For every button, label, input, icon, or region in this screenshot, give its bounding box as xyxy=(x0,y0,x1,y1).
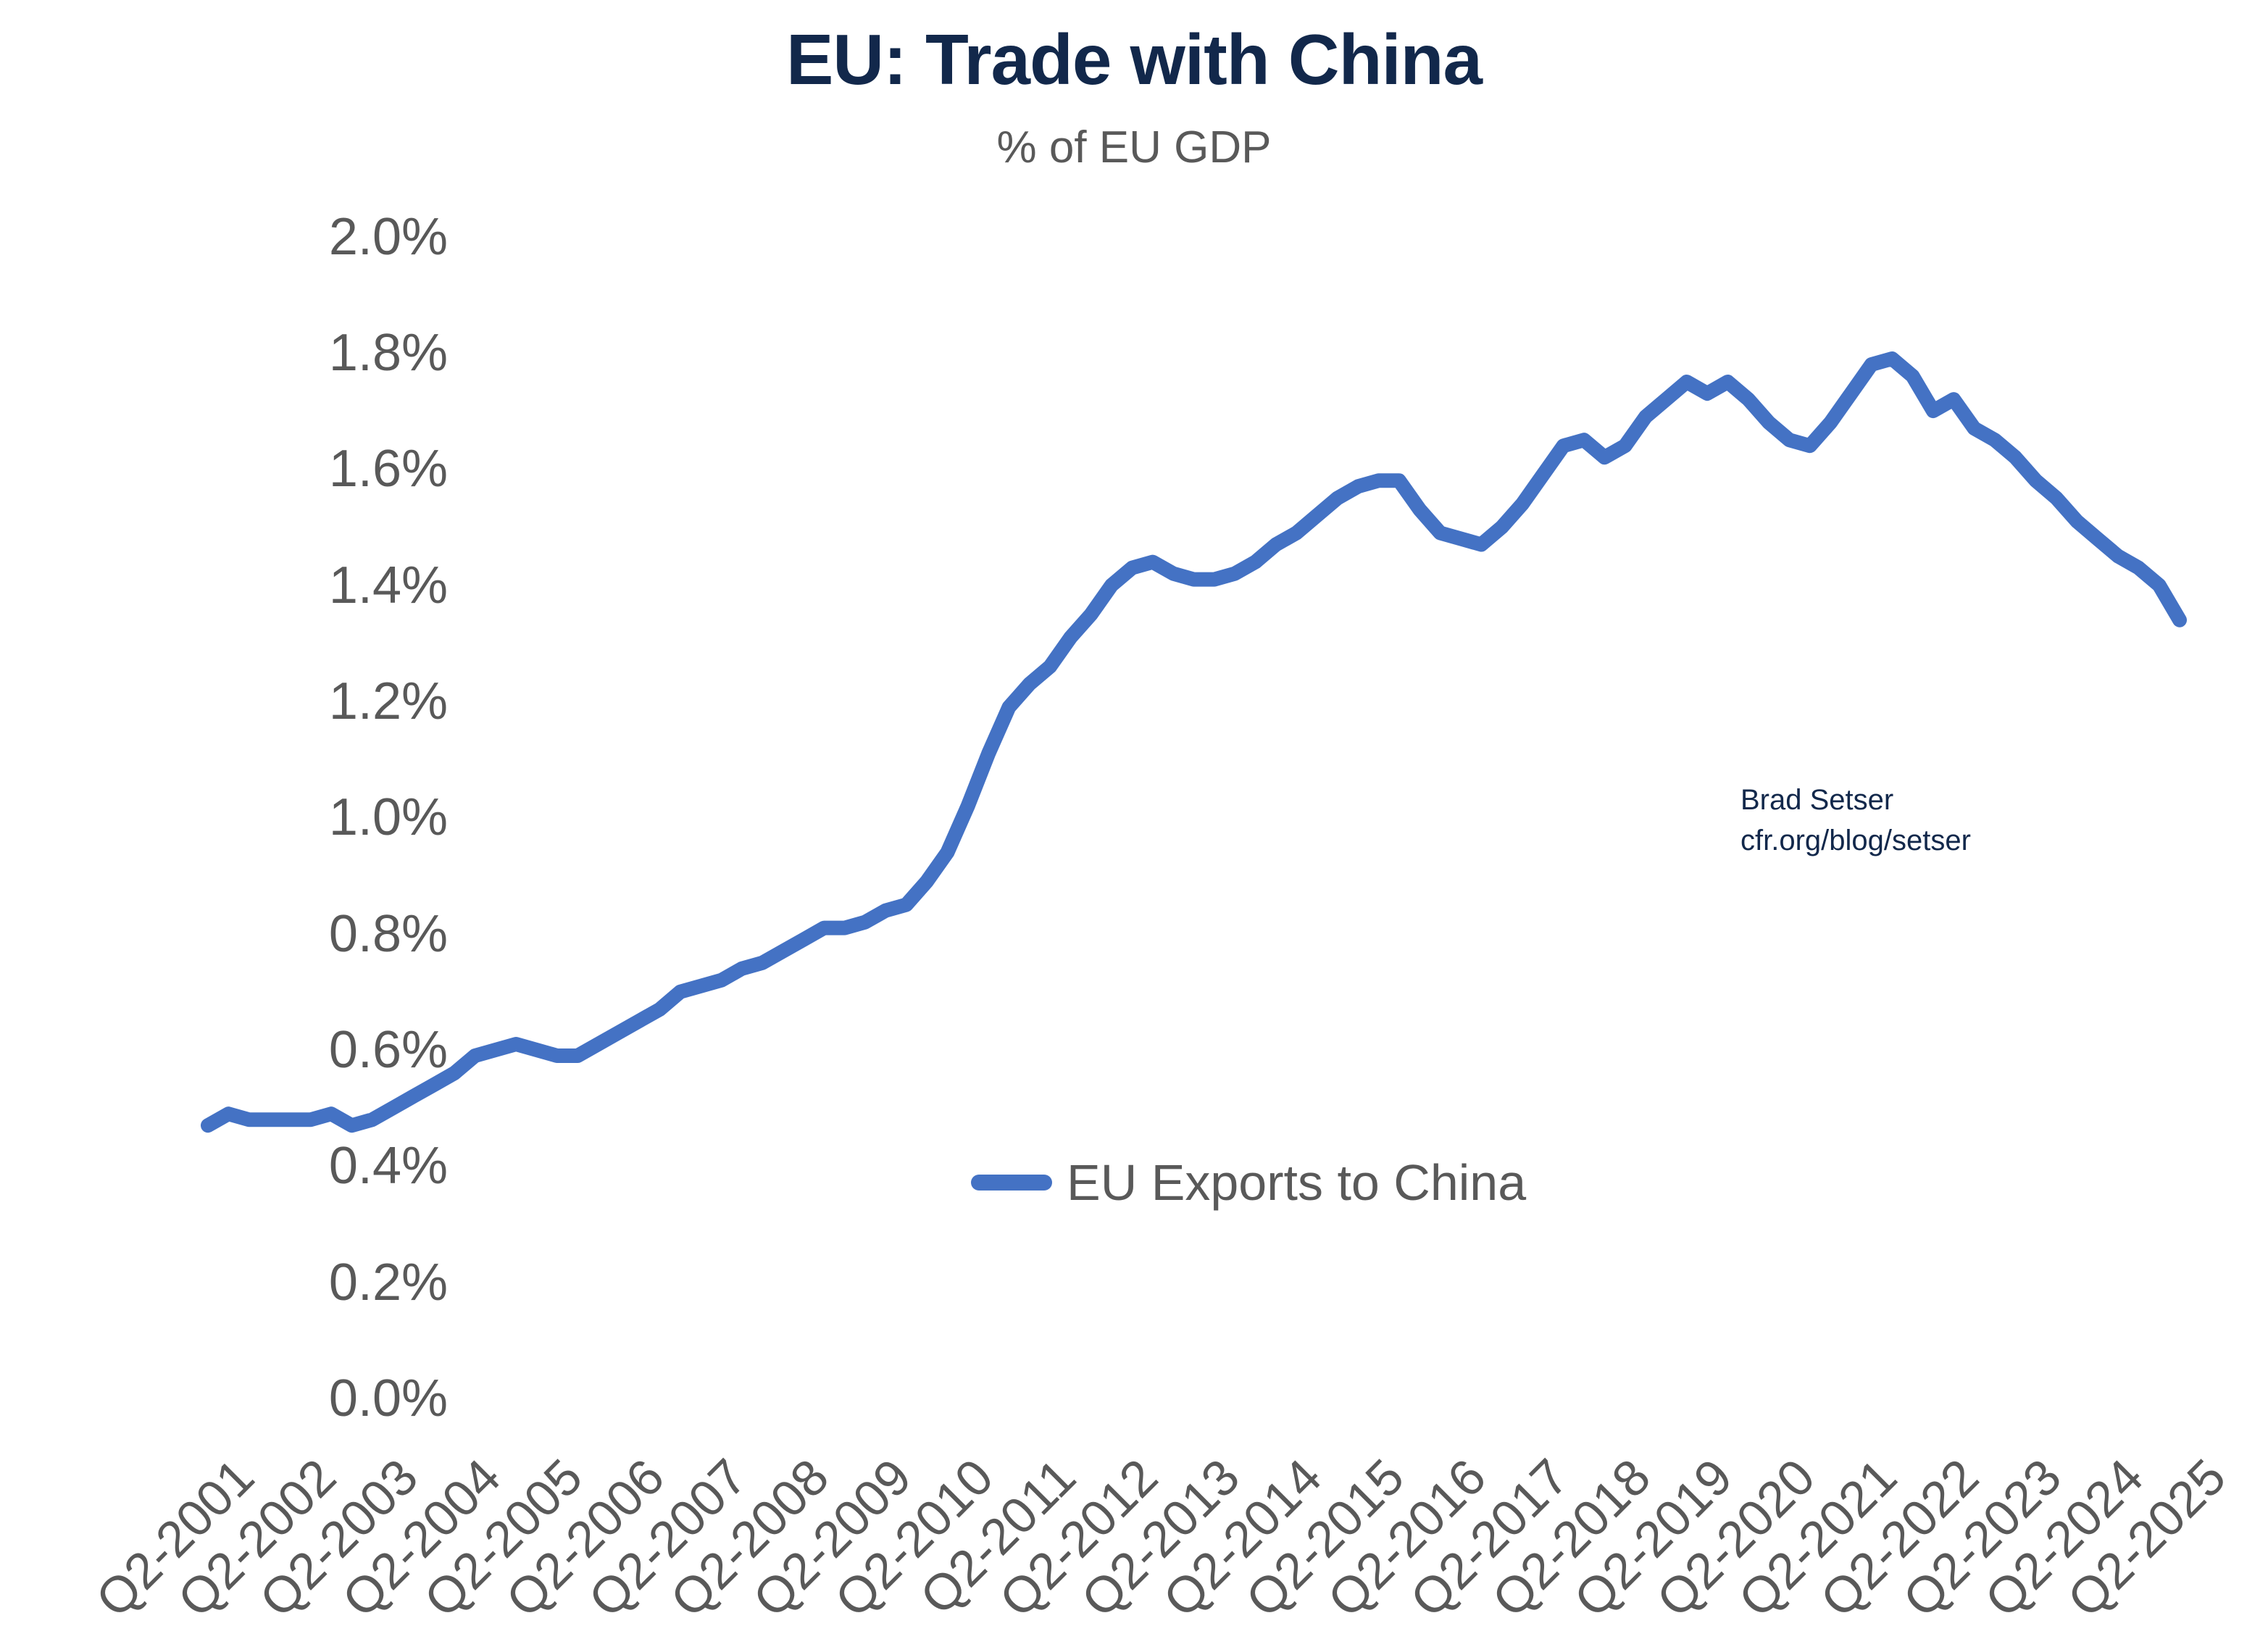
y-axis-tick-label: 2.0% xyxy=(328,207,448,266)
legend: EU Exports to China xyxy=(971,1154,1526,1212)
chart-subtitle: % of EU GDP xyxy=(996,122,1272,172)
chart-title: EU: Trade with China xyxy=(785,20,1483,99)
annotation-author: Brad Setser xyxy=(1740,784,1894,816)
y-axis-tick-label: 0.2% xyxy=(328,1253,448,1312)
legend-series-label: EU Exports to China xyxy=(1067,1154,1527,1211)
annotation-url: cfr.org/blog/setser xyxy=(1740,825,1971,856)
y-axis-tick-label: 1.6% xyxy=(328,440,448,499)
y-axis-tick-label: 1.2% xyxy=(328,672,448,730)
eu-exports-line xyxy=(201,351,2187,1133)
legend-line-swatch xyxy=(971,1175,1052,1191)
y-axis-tick-label: 1.0% xyxy=(328,788,448,847)
y-axis-tick-label: 0.0% xyxy=(328,1369,448,1427)
y-axis-tick-label: 0.8% xyxy=(328,904,448,963)
source-annotation: Brad Setser cfr.org/blog/setser xyxy=(1740,780,1971,861)
y-axis-tick-label: 0.6% xyxy=(328,1020,448,1079)
y-axis-tick-label: 1.8% xyxy=(328,323,448,382)
y-axis-tick-label: 1.4% xyxy=(328,556,448,614)
y-axis-tick-label: 0.4% xyxy=(328,1137,448,1196)
